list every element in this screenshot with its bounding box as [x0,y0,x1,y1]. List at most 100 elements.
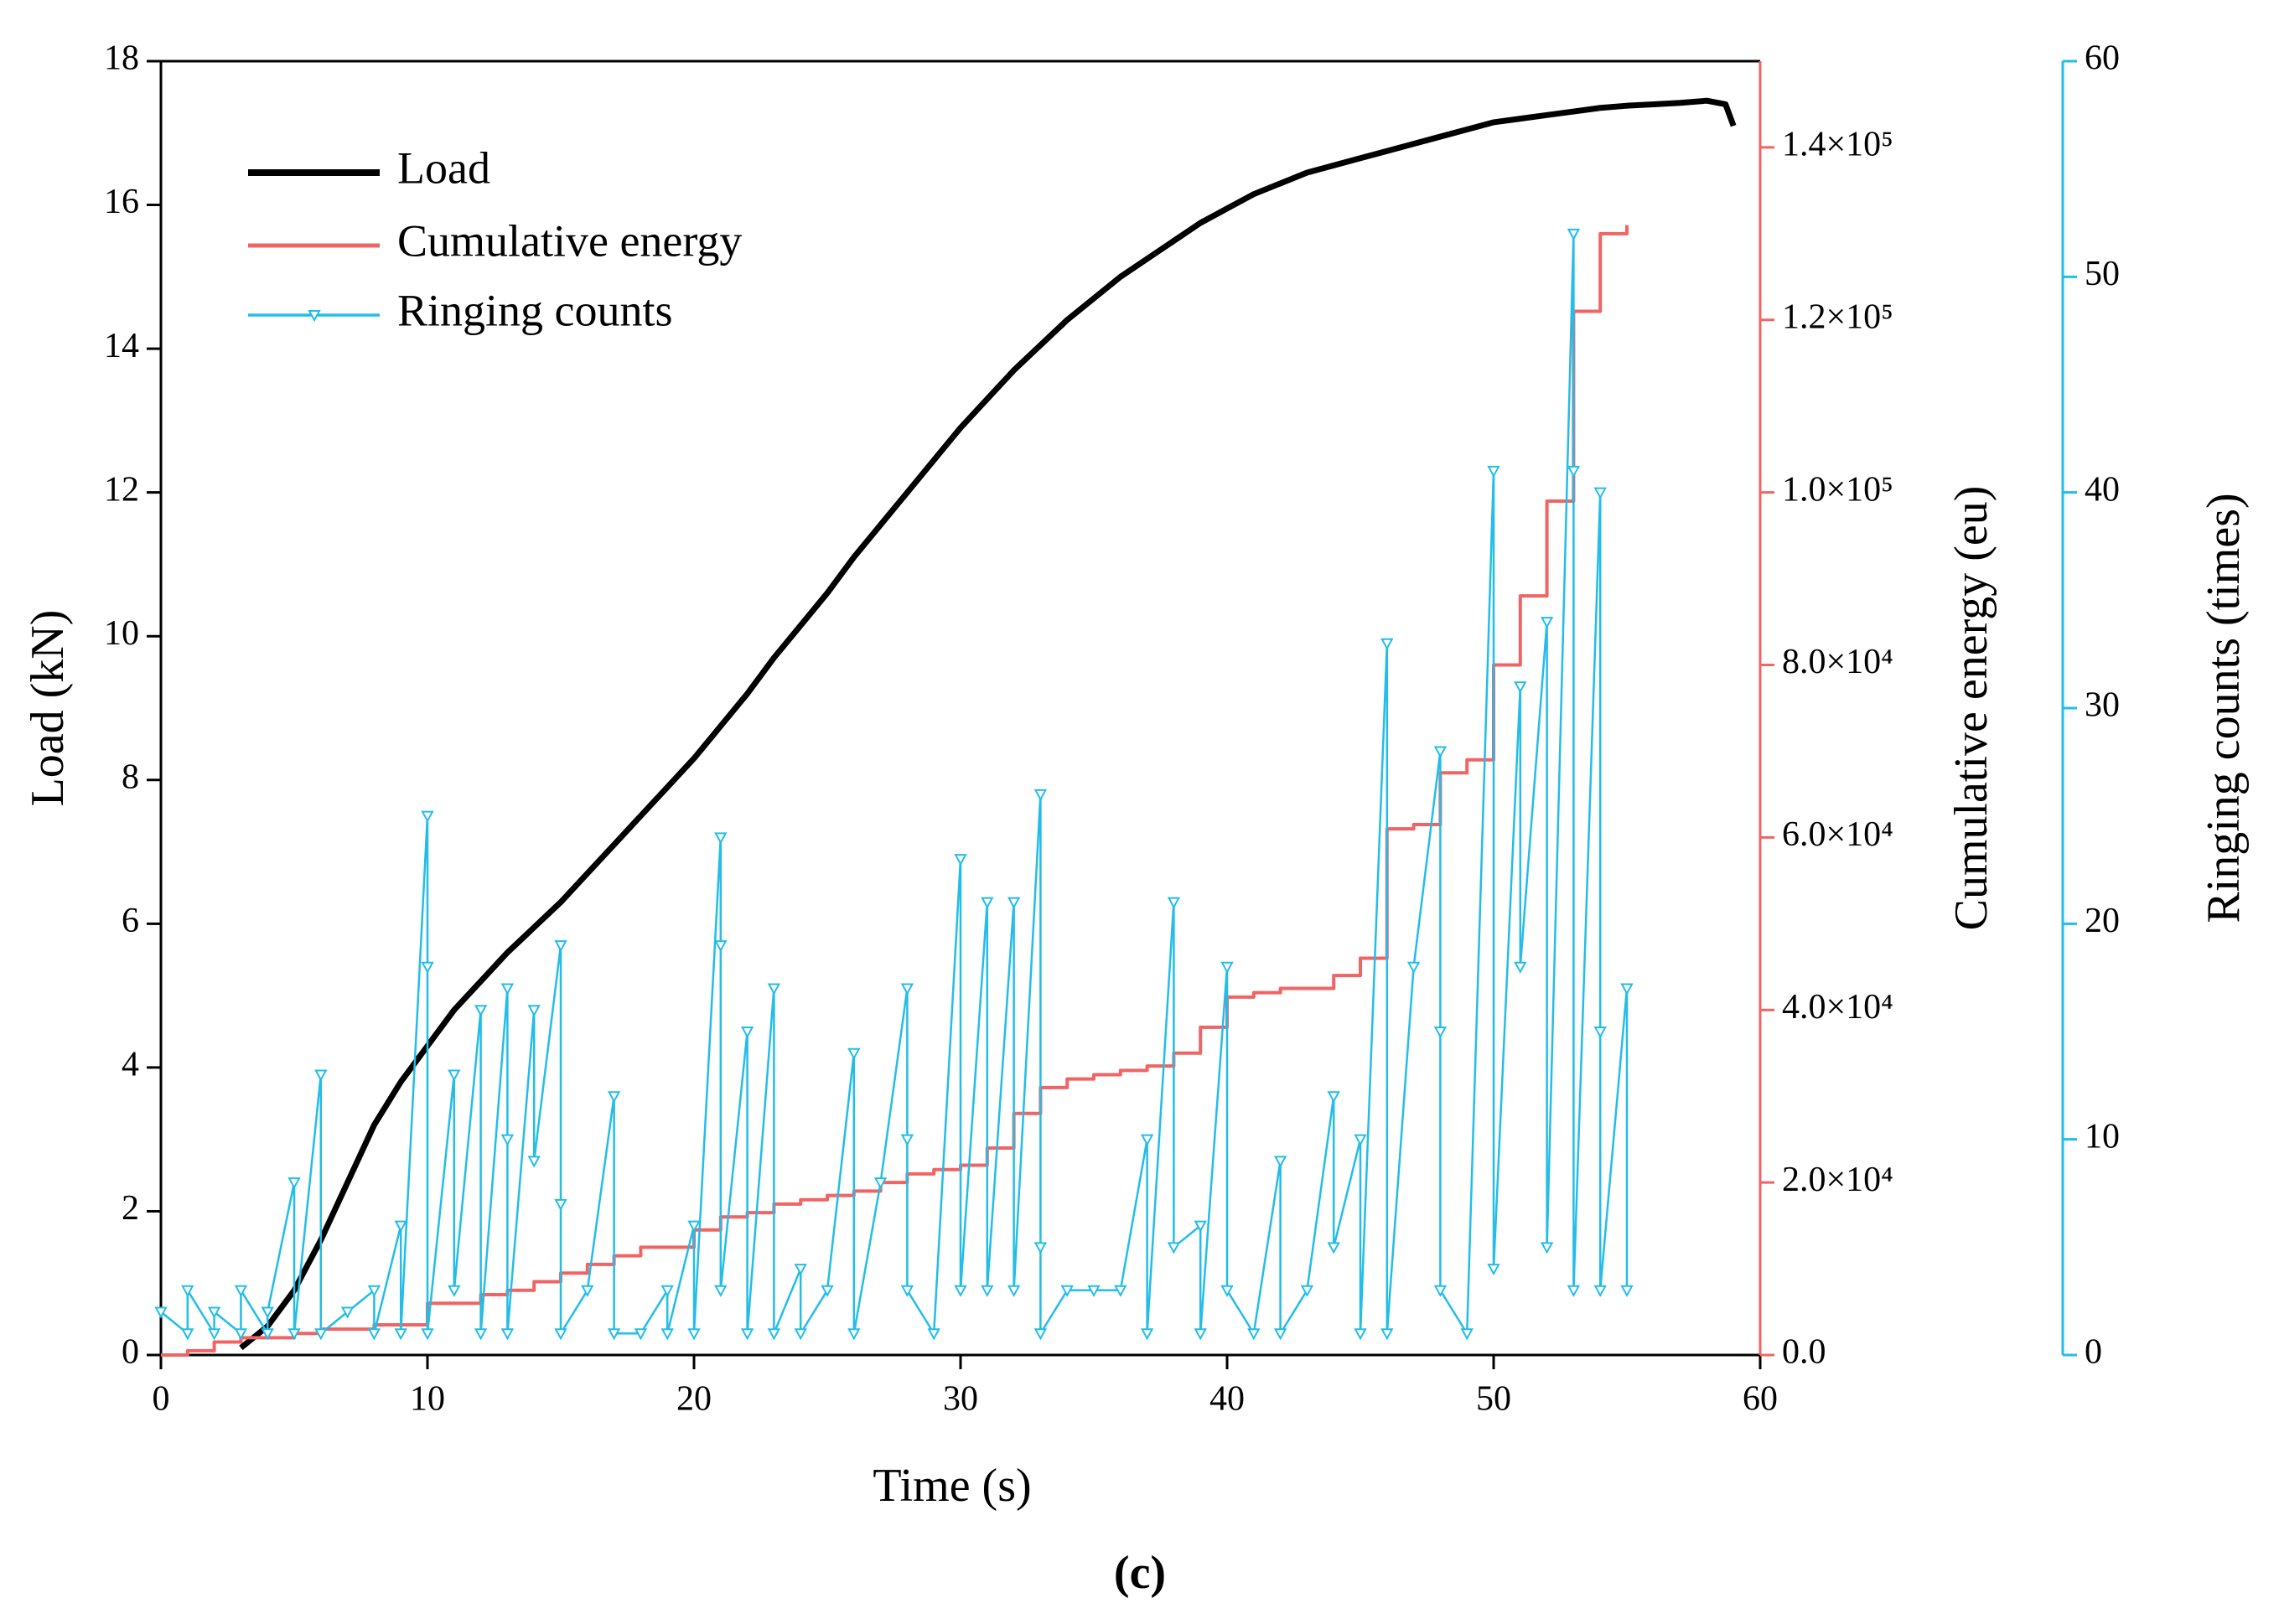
marker [794,1328,807,1341]
marker [767,983,781,996]
marker [1140,1134,1154,1146]
marker [981,1285,994,1297]
marker [234,1285,248,1297]
y3-tick-label: 40 [2085,470,2120,509]
marker [1593,487,1607,499]
y-tick-label: 16 [104,183,139,221]
y2-tick-label: 1.4×10⁵ [1782,126,1893,164]
marker [714,1285,728,1297]
marker [1194,1220,1207,1233]
marker [207,1328,221,1341]
marker [1406,961,1421,974]
marker [1567,1285,1581,1297]
x-tick-label: 20 [676,1380,712,1419]
y-tick-label: 18 [104,39,139,78]
y-tick-label: 6 [122,902,139,940]
legend-label: Load [397,142,490,193]
marker [1060,1285,1074,1297]
marker [1433,1027,1448,1039]
marker [181,1328,194,1341]
marker [261,1328,274,1341]
marker [500,1328,515,1341]
marker [660,1285,674,1297]
marker [1114,1285,1127,1297]
marker [1354,1328,1367,1341]
marker [1300,1285,1314,1297]
marker [554,1328,567,1341]
legend-marker [308,310,321,323]
marker [1087,1285,1101,1297]
marker [367,1328,381,1341]
marker [900,1285,914,1297]
y-tick-label: 14 [104,327,139,365]
marker [1327,1091,1340,1104]
marker [448,1285,461,1297]
marker [714,940,728,953]
marker [261,1306,274,1319]
marker [687,1220,701,1233]
marker [714,832,728,845]
marker [1220,961,1234,974]
y2-tick-label: 0.0 [1782,1333,1826,1372]
marker [474,1328,488,1341]
marker [1593,1027,1607,1039]
marker [1033,1242,1048,1254]
marker [900,983,914,996]
marker [634,1328,648,1341]
marker [1194,1328,1207,1341]
y3-tick-label: 50 [2085,255,2120,293]
marker [1567,465,1581,478]
marker [607,1328,621,1341]
marker [234,1328,248,1341]
marker [1273,1328,1287,1341]
y2-tick-label: 1.0×10⁵ [1782,470,1893,509]
x-tick-label: 0 [153,1380,170,1419]
marker [873,1177,888,1190]
marker [1247,1328,1261,1341]
marker [1167,1242,1181,1254]
marker [500,1134,515,1146]
marker [1033,1328,1048,1341]
caption: (c) [1114,1547,1166,1599]
marker [154,1306,168,1319]
marker [1487,1264,1500,1276]
marker [1620,983,1634,996]
marker [927,1328,940,1341]
marker [607,1091,621,1104]
marker [1540,617,1554,629]
legend-label: Cumulative energy [397,215,742,266]
y3-tick-label: 20 [2085,902,2120,940]
y2-tick-label: 6.0×10⁴ [1782,815,1893,854]
marker [740,1027,754,1039]
marker [421,810,434,823]
marker [527,1005,541,1017]
marker [554,940,567,953]
marker [900,1134,914,1146]
marker [687,1328,701,1341]
marker [847,1047,861,1060]
y3-tick-label: 10 [2085,1117,2120,1156]
y-axis-label: Load (kN) [22,610,74,807]
marker [1567,228,1581,240]
marker [954,854,967,866]
y-tick-label: 2 [122,1189,139,1228]
marker [500,983,515,996]
marker [1540,1242,1554,1254]
series-line [239,97,1737,1351]
marker [207,1306,221,1319]
marker [287,1177,301,1190]
marker [1433,1285,1448,1297]
marker [1327,1242,1340,1254]
marker [767,1328,781,1341]
marker [1380,638,1394,650]
marker [740,1328,754,1341]
marker [1460,1328,1474,1341]
series-line [160,232,1629,1335]
marker [1514,961,1527,974]
marker [1354,1134,1367,1146]
marker [1007,1285,1021,1297]
marker [340,1306,355,1319]
marker [554,1198,567,1211]
marker [421,961,434,974]
y-tick-label: 0 [122,1333,139,1372]
